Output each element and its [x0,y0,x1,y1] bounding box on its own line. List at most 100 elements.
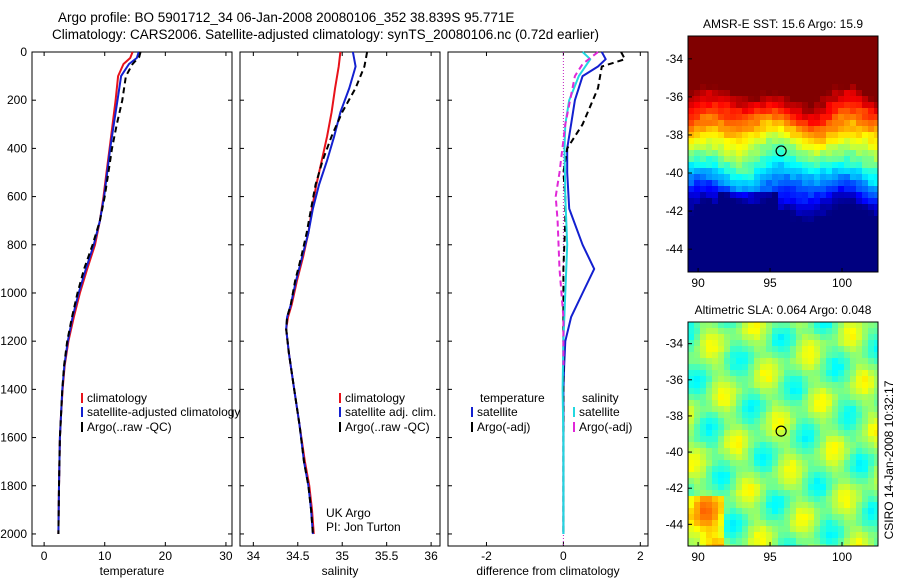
map-cell [772,102,779,109]
map-cell [772,78,779,85]
map-cell [802,108,809,115]
map-cell [832,334,839,341]
map-cell [688,442,695,449]
map-cell [700,448,707,455]
map-cell [784,96,791,103]
map-cell [802,78,809,85]
map-cell [820,394,827,401]
map-cell [706,424,713,431]
map-cell [748,240,755,247]
map-cell [724,66,731,73]
map-cell [790,102,797,109]
map-cell [844,364,851,371]
map-cell [718,418,725,425]
map-cell [856,364,863,371]
map-cell [748,102,755,109]
map-cell [736,168,743,175]
map-cell [730,478,737,485]
map-cell [832,270,839,273]
map-cell [844,222,851,229]
map-cell [862,126,869,133]
map-cell [730,42,737,49]
map-cell [688,72,695,79]
map-cell [724,144,731,151]
map-cell [808,412,815,419]
map-cell [754,346,761,353]
map-cell [796,186,803,193]
map-cell [844,156,851,163]
map-cell [724,132,731,139]
legend-entry-satellite-label: satellite adj. clim. [345,405,436,419]
map-cell [754,334,761,341]
map-cell [760,382,767,389]
map-cell [802,502,809,509]
map-cell [808,180,815,187]
map-cell [874,84,879,91]
map-cell [790,454,797,461]
map-cell [844,114,851,121]
map-cell [772,544,779,547]
map-cell [742,388,749,395]
map-cell [874,48,879,55]
map-cell [874,240,879,247]
map-cell [778,448,785,455]
map-cell [850,216,857,223]
map-cell [874,150,879,157]
map-cell [790,180,797,187]
map-cell [850,120,857,127]
depth-tick-label: 400 [7,141,27,155]
map-cell [742,84,749,91]
map-cell [808,364,815,371]
map-cell [874,228,879,235]
map-cell [844,72,851,79]
map-cell [742,108,749,115]
map-cell [706,48,713,55]
map-cell [736,448,743,455]
map-cell [826,126,833,133]
map-cell [772,442,779,449]
map-cell [688,436,695,443]
map-cell [742,544,749,547]
series-line-salinity-satellite [561,51,592,534]
map-cell [760,192,767,199]
map-cell [808,388,815,395]
map-cell [862,418,869,425]
map-cell [790,138,797,145]
map-cell [844,84,851,91]
map-cell [832,246,839,253]
map-cell [736,72,743,79]
map-cell [748,108,755,115]
map-cell [694,334,701,341]
map-cell [730,406,737,413]
map-cell [850,406,857,413]
map-cell [700,490,707,497]
map-cell [814,198,821,205]
map-cell [736,204,743,211]
map-cell [790,370,797,377]
map-cell [850,132,857,139]
map-cell [724,412,731,419]
map-cell [826,66,833,73]
map-cell [838,382,845,389]
map-cell [826,370,833,377]
map-cell [874,496,879,503]
map-cell [778,270,785,273]
map-cell [832,216,839,223]
map-cell [706,120,713,127]
map-cell [754,430,761,437]
map-cell [790,538,797,545]
map-cell [802,346,809,353]
map-cell [820,186,827,193]
map-cell [688,526,695,533]
map-cell [850,460,857,467]
map-cell [844,258,851,265]
map-cell [796,36,803,43]
map-cell [712,340,719,347]
map-cell [814,90,821,97]
map-cell [796,328,803,335]
map-cell [862,508,869,515]
map-cell [736,126,743,133]
map-cell [790,364,797,371]
map-cell [820,496,827,503]
map-cell [850,264,857,271]
